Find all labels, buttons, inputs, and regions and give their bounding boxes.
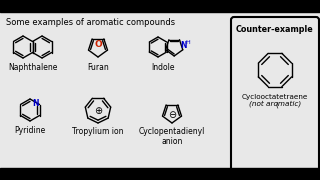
Text: Cyclooctatetraene: Cyclooctatetraene	[242, 94, 308, 100]
Text: Some examples of aromatic compounds: Some examples of aromatic compounds	[6, 18, 175, 27]
Text: ⊕: ⊕	[94, 106, 102, 116]
Text: ⊖: ⊖	[168, 110, 176, 120]
FancyBboxPatch shape	[231, 17, 319, 171]
Text: Counter-example: Counter-example	[236, 25, 314, 34]
Text: Indole: Indole	[151, 63, 175, 72]
Text: N: N	[32, 99, 38, 108]
Text: Furan: Furan	[87, 63, 109, 72]
Text: (: (	[275, 101, 278, 107]
Text: H: H	[185, 40, 190, 45]
Text: O: O	[94, 40, 102, 49]
Text: Pyridine: Pyridine	[14, 126, 46, 135]
Bar	[0, 168, 320, 180]
Bar	[0, 0, 320, 12]
Bar	[0, 12, 320, 168]
Text: N: N	[180, 41, 187, 50]
Text: (not aromatic): (not aromatic)	[249, 100, 301, 107]
Text: Cyclopentadienyl
anion: Cyclopentadienyl anion	[139, 127, 205, 146]
Text: Naphthalene: Naphthalene	[8, 63, 57, 72]
Text: Tropylium ion: Tropylium ion	[72, 127, 124, 136]
